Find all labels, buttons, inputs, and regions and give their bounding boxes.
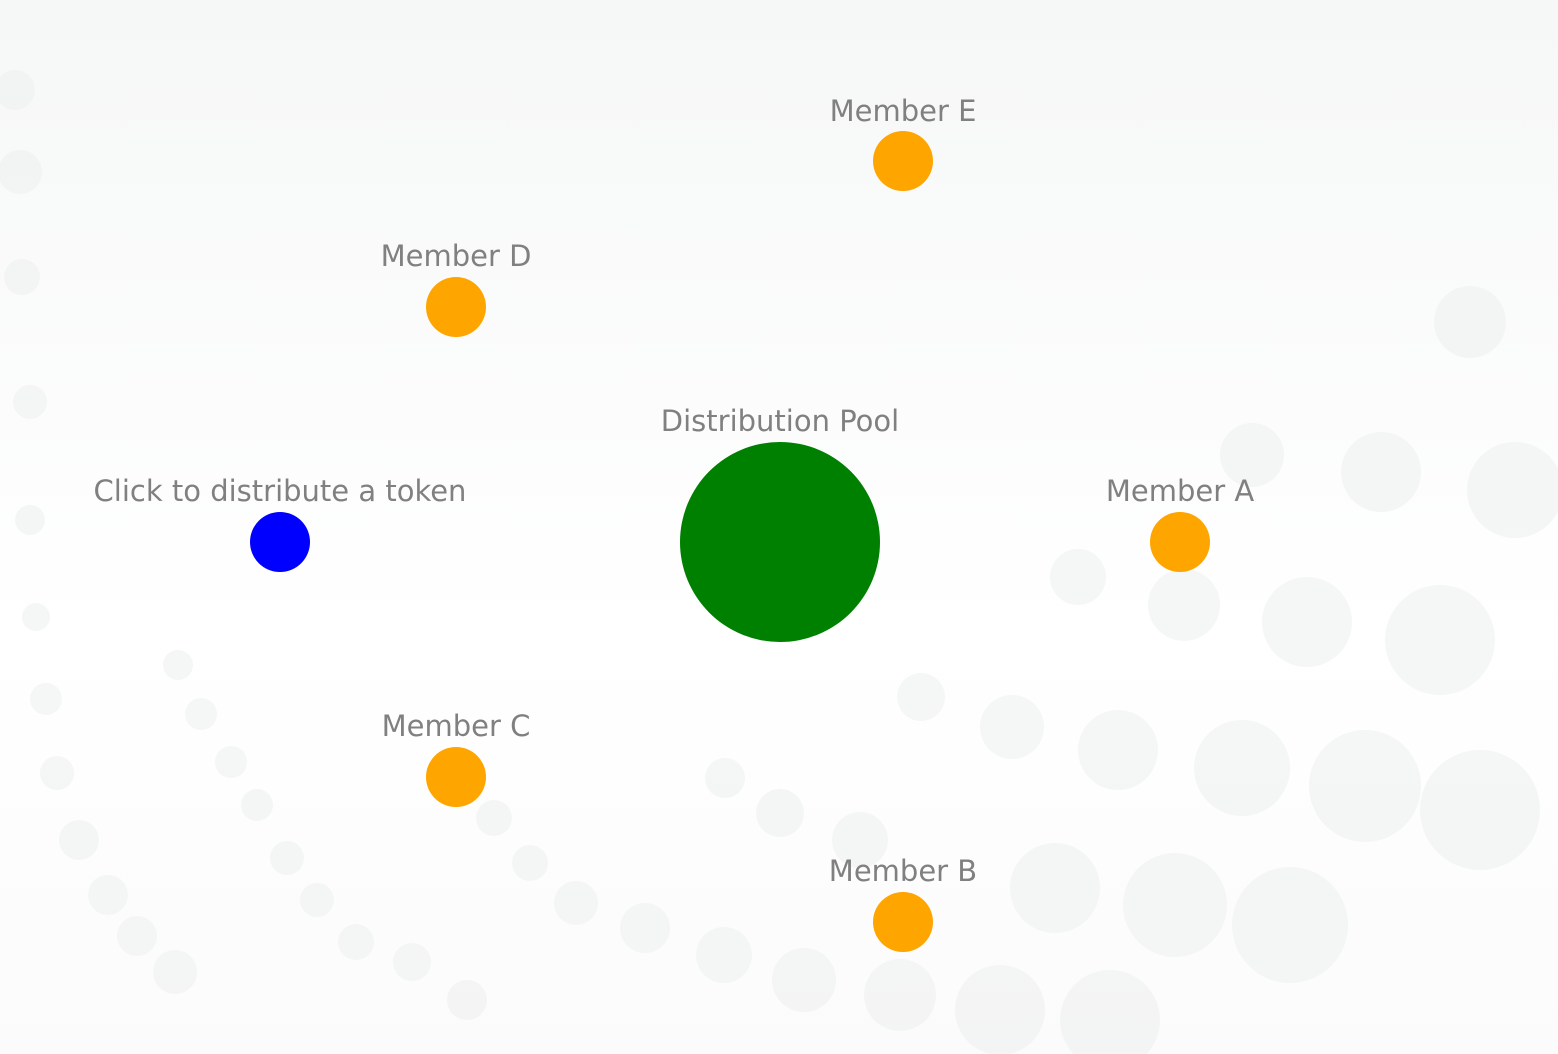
- member-node: [873, 892, 933, 952]
- member-label: Member C: [382, 709, 531, 743]
- source-label: Click to distribute a token: [94, 474, 467, 508]
- member-label: Member A: [1106, 474, 1255, 508]
- source-node[interactable]: [250, 512, 310, 572]
- member-node: [426, 277, 486, 337]
- member-node: [426, 747, 486, 807]
- member-label: Member D: [381, 239, 532, 273]
- member-label: Member B: [829, 854, 977, 888]
- member-node: [1150, 512, 1210, 572]
- background-decoration: [0, 70, 1558, 1054]
- pool-node: [680, 442, 880, 642]
- member-node: [873, 131, 933, 191]
- pool-label: Distribution Pool: [661, 404, 899, 438]
- member-label: Member E: [830, 94, 977, 128]
